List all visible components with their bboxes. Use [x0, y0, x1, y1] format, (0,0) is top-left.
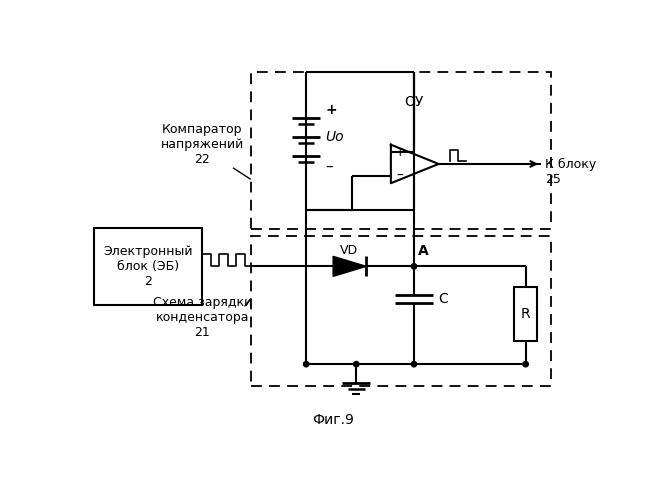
Bar: [251, 236, 551, 386]
Text: VD: VD: [340, 244, 358, 258]
Text: ОУ: ОУ: [404, 96, 424, 110]
Circle shape: [523, 362, 528, 367]
Text: Фиг.9: Фиг.9: [312, 414, 354, 428]
Text: –: –: [326, 159, 333, 174]
Circle shape: [304, 362, 309, 367]
Circle shape: [411, 362, 417, 367]
Polygon shape: [333, 256, 366, 276]
Circle shape: [411, 264, 417, 269]
Text: Электронный
блок (ЭБ)
2: Электронный блок (ЭБ) 2: [103, 245, 193, 288]
Text: +: +: [326, 103, 337, 117]
Bar: [251, 72, 551, 230]
Text: Компаратор
напряжений
22: Компаратор напряжений 22: [161, 123, 244, 166]
Text: +: +: [395, 146, 406, 159]
Text: Uo: Uo: [326, 130, 344, 144]
Text: Схема зарядки
конденсатора
21: Схема зарядки конденсатора 21: [153, 296, 252, 340]
Text: R: R: [521, 307, 530, 321]
Text: C: C: [439, 292, 448, 306]
Text: К блоку
25: К блоку 25: [545, 158, 596, 186]
Bar: [94, 228, 202, 305]
Circle shape: [354, 362, 359, 367]
Text: A: A: [418, 244, 428, 258]
Text: –: –: [396, 168, 404, 182]
Bar: [514, 287, 537, 341]
